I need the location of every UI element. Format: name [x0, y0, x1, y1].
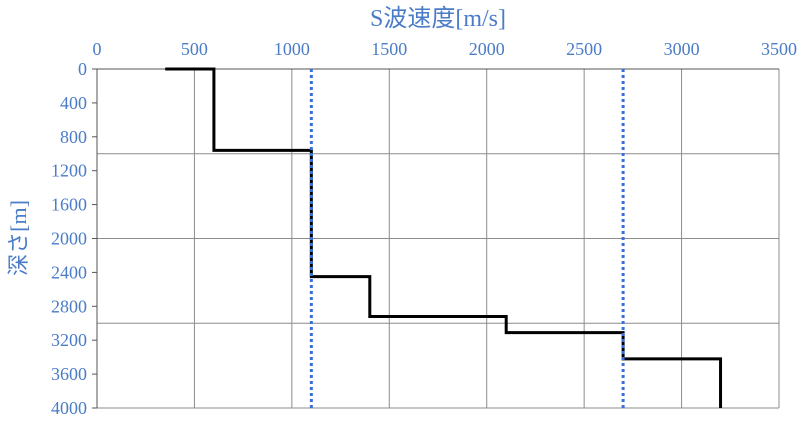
x-tick-label: 2000 [469, 39, 505, 59]
x-tick-label: 1000 [274, 39, 310, 59]
y-tick-label: 800 [60, 127, 87, 147]
y-tick-label: 2000 [51, 229, 87, 249]
y-tick-label: 2800 [51, 296, 87, 316]
x-tick-label: 1500 [371, 39, 407, 59]
y-tick-label: 1600 [51, 195, 87, 215]
chart-title: S波速度[m/s] [370, 5, 506, 32]
x-tick-label: 3500 [761, 39, 797, 59]
x-tick-label: 2500 [566, 39, 602, 59]
y-tick-label: 2400 [51, 262, 87, 282]
y-tick-labels: 0 400 800 1200 1600 2000 2400 2800 3200 3600 4000 [51, 59, 87, 418]
grid [97, 69, 780, 409]
x-tick-label: 3000 [664, 39, 700, 59]
y-tick-label: 4000 [51, 398, 87, 418]
y-axis-label: 深さ[m] [6, 200, 31, 276]
x-tick-label: 500 [181, 39, 208, 59]
x-tick-label: 0 [93, 39, 102, 59]
series [165, 67, 723, 408]
y-tick-label: 1200 [51, 161, 87, 181]
y-tick-label: 400 [60, 93, 87, 113]
x-tick-labels: 0 500 1000 1500 2000 2500 3000 3500 [93, 39, 798, 59]
y-tick-label: 3600 [51, 364, 87, 384]
y-tick-label: 3200 [51, 330, 87, 350]
y-tick-label: 0 [78, 59, 87, 79]
